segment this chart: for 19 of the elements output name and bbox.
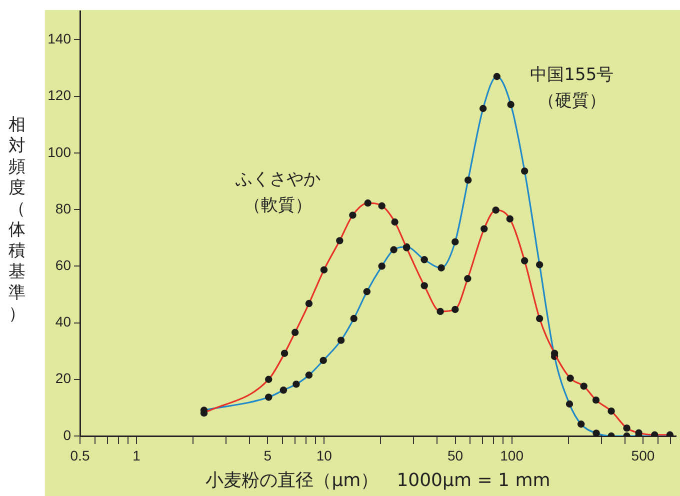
series-label: 中国155号（硬質） <box>530 64 614 111</box>
y-tick-label: 20 <box>55 370 72 386</box>
x-tick-label: 50 <box>448 447 464 464</box>
y-tick-label: 60 <box>55 257 72 274</box>
x-tick-label: 1 <box>132 447 141 464</box>
y-tick-label: 100 <box>48 144 72 160</box>
x-tick-label: 5 <box>264 447 272 464</box>
x-tick-label: 0.5 <box>70 447 90 464</box>
series-label: ふくさやか（軟質） <box>234 169 320 216</box>
x-axis-title: 小麦粉の直径（µm） 1000µm = 1 mm <box>206 470 550 491</box>
y-tick-label: 80 <box>55 200 72 216</box>
y-tick-label: 120 <box>48 87 72 104</box>
y-tick-label: 40 <box>55 314 72 330</box>
x-tick-label: 100 <box>500 447 524 464</box>
y-tick-label: 140 <box>48 30 72 47</box>
x-tick-label: 10 <box>316 447 332 464</box>
y-tick-label: 0 <box>63 426 72 443</box>
x-tick-label: 500 <box>631 447 655 464</box>
text: 相対頻度（体積基準） <box>8 115 26 324</box>
